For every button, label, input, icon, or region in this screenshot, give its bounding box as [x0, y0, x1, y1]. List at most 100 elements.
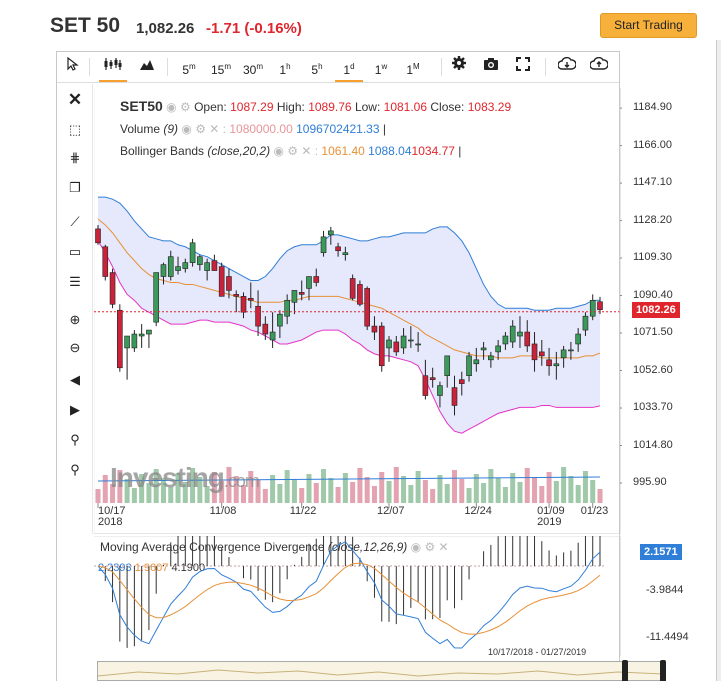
rectangle-icon[interactable]: ▭ [68, 244, 82, 259]
candle [589, 300, 596, 317]
macd-label: Moving Average Convergence Divergence [100, 540, 325, 554]
volume-bar [371, 486, 377, 503]
date-tick-label: 10/17 2018 [98, 505, 126, 528]
macd-value-2: 1.9607 [134, 562, 169, 574]
candle [117, 309, 123, 369]
volume-bar [517, 482, 523, 503]
zoom-in-range-icon[interactable]: ⚲ [70, 432, 80, 447]
select-tool-icon[interactable]: ⬚ [68, 122, 82, 137]
volume-bar [393, 467, 399, 503]
timeframe-1d[interactable]: 1d [335, 52, 363, 82]
candle [517, 331, 523, 337]
low-label: Low: [354, 100, 381, 114]
volume-bar [262, 489, 268, 503]
bb-param: (close,20,2) [207, 144, 271, 158]
camera-icon[interactable] [481, 52, 501, 82]
copy-icon[interactable]: ❐ [69, 180, 81, 195]
legend-eye-icon[interactable]: ◉ ⚙ [166, 100, 191, 114]
volume-settings-icon[interactable]: ◉ ⚙ ✕ : [181, 122, 227, 136]
volume-bar [444, 484, 450, 503]
macd-value-tag: 2.1571 [640, 544, 682, 560]
volume-bar [495, 478, 501, 503]
volume-bar [466, 488, 472, 503]
start-trading-button[interactable]: Start Trading [600, 13, 697, 38]
candle [182, 262, 189, 269]
trendline-icon[interactable]: ⟋ [70, 214, 80, 229]
zoom-in-icon[interactable]: ⊕ [69, 312, 81, 327]
volume-bar [430, 489, 436, 503]
timeframe-1h[interactable]: 1h [279, 62, 291, 77]
scroll-left-icon[interactable]: ◀ [70, 372, 80, 387]
price-tick-label: 1166.00 [633, 138, 672, 151]
instrument-title: SET 50 [50, 14, 121, 37]
volume-bar [473, 474, 479, 503]
volume-label: Volume [120, 122, 161, 136]
price-tick-label: 1014.80 [633, 438, 673, 451]
volume-bar [539, 486, 545, 503]
cursor-icon[interactable] [63, 52, 83, 82]
time-navigator[interactable] [97, 660, 666, 681]
timeframe-1M[interactable]: 1M [406, 62, 420, 77]
scroll-right-icon[interactable]: ▶ [70, 402, 80, 417]
zoom-out-icon[interactable]: ⊖ [69, 340, 81, 355]
price-chart[interactable] [94, 88, 622, 534]
zoom-out-range-icon[interactable]: ⚲ [70, 462, 80, 477]
macd-value-1: 2.2393 [98, 562, 132, 574]
fibonacci-icon[interactable]: ☰ [69, 274, 81, 289]
candle [262, 323, 269, 335]
bb-settings-icon[interactable]: ◉ ⚙ ✕ : [273, 144, 319, 158]
candle [277, 313, 283, 327]
candle [509, 325, 516, 343]
volume-bar [95, 489, 101, 503]
open-label: Open: [194, 100, 227, 114]
volume-bar [270, 475, 276, 503]
candlestick-chart-icon[interactable] [99, 52, 127, 82]
candle [167, 256, 174, 277]
navigator-left-handle[interactable] [622, 660, 628, 681]
drawing-tools-panel: ✕ ⬚ ⋕ ❐ ⟋ ▭ ☰ ⊕ ⊖ ◀ ▶ ⚲ ⚲ [57, 84, 93, 534]
volume-bar [481, 483, 487, 503]
timeframe-5h[interactable]: 5h [311, 62, 323, 77]
macd-chart[interactable] [94, 536, 622, 656]
timeframe-5m[interactable]: 5m [182, 62, 196, 77]
page-scrollbar[interactable] [716, 40, 721, 681]
bb-mid-line [97, 218, 601, 359]
candle [502, 335, 509, 345]
area-chart-icon[interactable] [135, 52, 159, 82]
candle [546, 359, 552, 367]
candle [531, 343, 538, 361]
volume-bar [102, 475, 108, 503]
last-price-tag: 1082.26 [632, 302, 680, 318]
timeframe-30m[interactable]: 30m [242, 62, 264, 77]
macd-settings-icon[interactable]: ◉ ⚙ ✕ [410, 540, 449, 554]
cloud-upload-icon[interactable] [589, 52, 609, 82]
volume-bar [575, 485, 581, 503]
volume-bar [568, 476, 574, 503]
crosshair-tool-icon[interactable]: ⋕ [69, 150, 81, 165]
candle [488, 355, 494, 361]
timeframe-15m[interactable]: 15m [210, 62, 232, 77]
macd-tick-label: -3.9844 [646, 584, 684, 597]
volume-bar [190, 468, 196, 503]
volume-bar [415, 471, 421, 503]
navigator-right-handle[interactable] [660, 660, 666, 681]
candle [328, 230, 334, 236]
close-icon[interactable]: ✕ [67, 90, 83, 109]
candle [131, 333, 138, 349]
cloud-download-icon[interactable] [557, 52, 577, 82]
candle [138, 333, 145, 337]
volume-bar [146, 483, 152, 503]
volume-bar [175, 473, 181, 503]
macd-legend: Moving Average Convergence Divergence (c… [100, 540, 449, 554]
candle [466, 355, 472, 376]
volume-bar [386, 481, 392, 503]
gear-icon[interactable] [449, 52, 469, 82]
volume-bar [124, 479, 130, 503]
price-tick-label: 995.90 [633, 476, 667, 488]
candle [393, 341, 400, 353]
bb-lower-line [97, 240, 601, 434]
candle [146, 329, 152, 335]
candle [357, 284, 363, 305]
fullscreen-icon[interactable] [513, 52, 533, 82]
timeframe-1w[interactable]: 1w [374, 62, 388, 77]
